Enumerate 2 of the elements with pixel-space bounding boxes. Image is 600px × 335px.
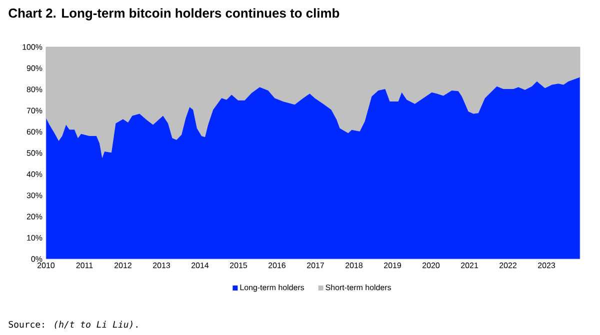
chart-title: Chart 2. Long-term bitcoin holders continues to climb: [8, 8, 340, 20]
text: Source: (h/t to Li Liu).: [8, 320, 138, 329]
